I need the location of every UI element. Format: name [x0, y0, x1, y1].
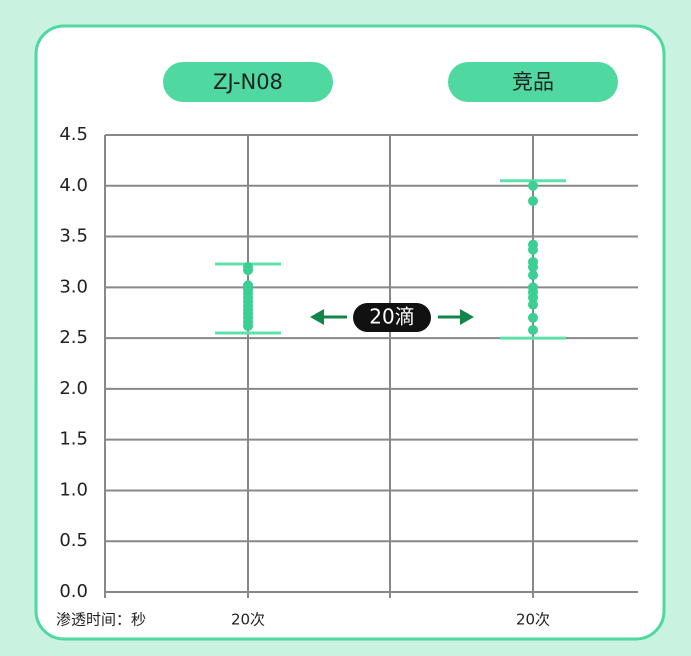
y-tick-label: 4.5 — [59, 124, 88, 145]
legend-label: ZJ-N08 — [213, 70, 283, 94]
y-tick-label: 4.0 — [59, 175, 88, 196]
dot — [528, 196, 538, 207]
dot — [528, 292, 538, 303]
dot — [528, 244, 538, 255]
y-tick-label: 0.0 — [59, 581, 88, 602]
dot — [528, 270, 538, 281]
card — [34, 24, 666, 641]
dot — [528, 312, 538, 323]
annotation-text: 20滴 — [369, 305, 414, 329]
x-tick-label: 20次 — [516, 611, 550, 629]
legend-label: 竞品 — [512, 70, 554, 94]
x-axis-label: 渗透时间：秒 — [56, 611, 146, 629]
legend-pill — [448, 62, 618, 102]
dot — [528, 324, 538, 335]
y-tick-label: 3.0 — [59, 276, 88, 297]
legend-pill — [163, 62, 333, 102]
x-tick-label: 20次 — [231, 611, 265, 629]
y-tick-label: 2.5 — [59, 327, 88, 348]
dot — [528, 262, 538, 273]
y-tick-label: 1.5 — [59, 429, 88, 450]
y-tick-label: 0.5 — [59, 530, 88, 551]
dot — [243, 320, 253, 331]
dot — [243, 265, 253, 276]
y-tick-label: 1.0 — [59, 479, 88, 500]
y-tick-label: 2.0 — [59, 378, 88, 399]
y-tick-label: 3.5 — [59, 226, 88, 247]
dot — [528, 299, 538, 310]
dot — [528, 180, 538, 191]
annotation: 20滴 — [310, 303, 474, 332]
